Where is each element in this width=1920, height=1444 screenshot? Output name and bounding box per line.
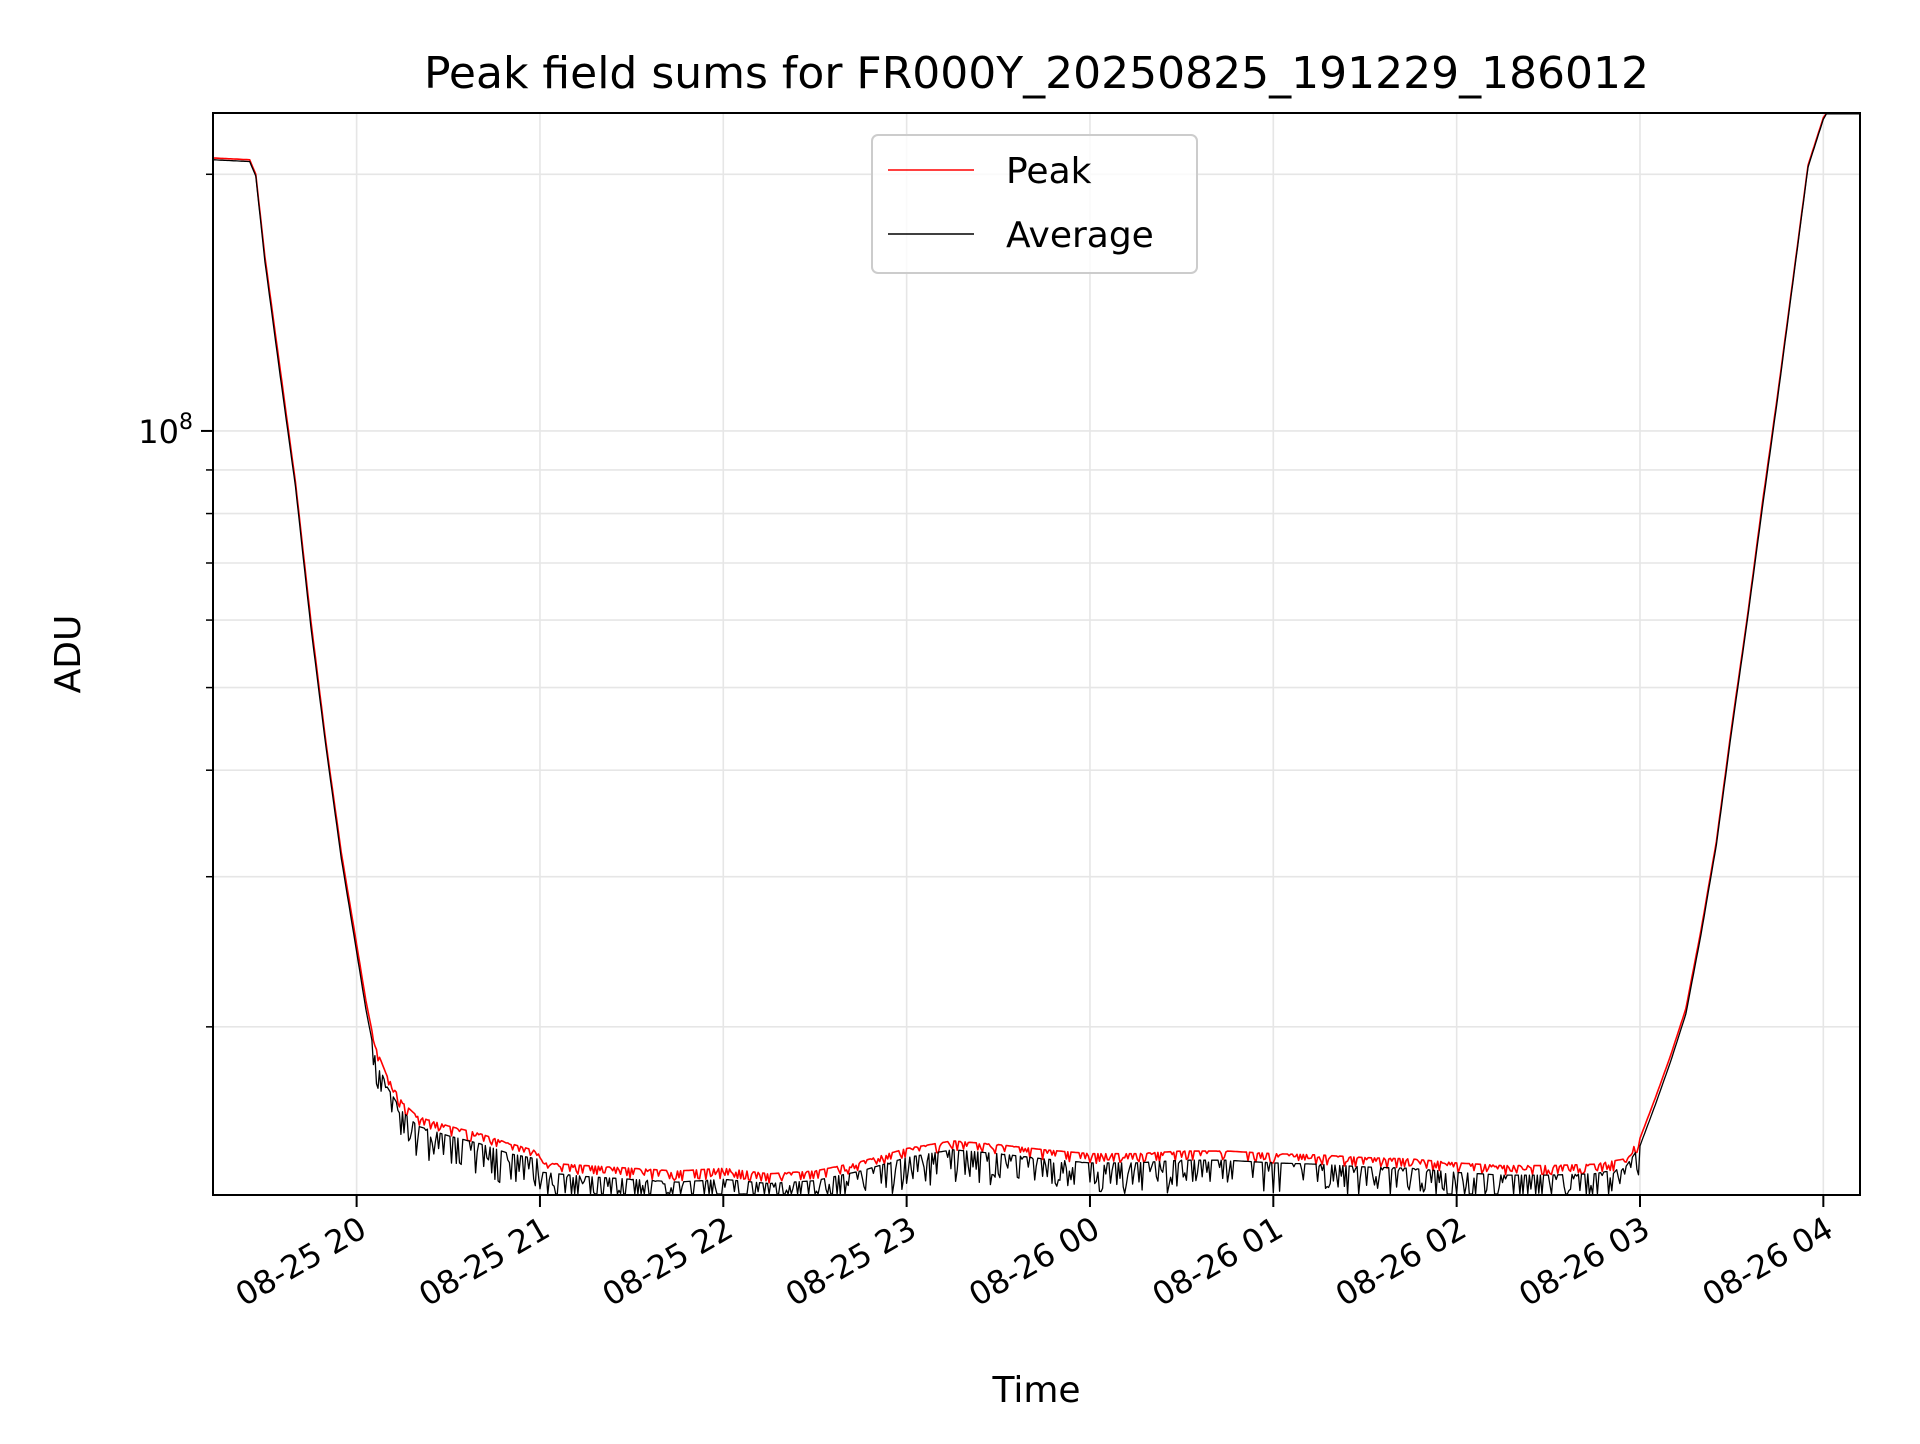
legend-label-peak: Peak xyxy=(1006,151,1092,192)
series-line-peak xyxy=(212,112,1861,1184)
legend: Peak Average xyxy=(871,134,1198,274)
series-line-average xyxy=(213,113,1861,1195)
axes-frame xyxy=(212,112,1861,1196)
y-tick-label: 108 xyxy=(138,410,193,451)
y-axis-label: ADU xyxy=(48,615,89,694)
chart-title: Peak field sums for FR000Y_20250825_1912… xyxy=(424,48,1649,99)
x-axis-label: Time xyxy=(991,1370,1080,1411)
legend-label-average: Average xyxy=(1006,215,1154,256)
plot-area xyxy=(212,112,1861,1195)
grid xyxy=(213,113,1860,1195)
